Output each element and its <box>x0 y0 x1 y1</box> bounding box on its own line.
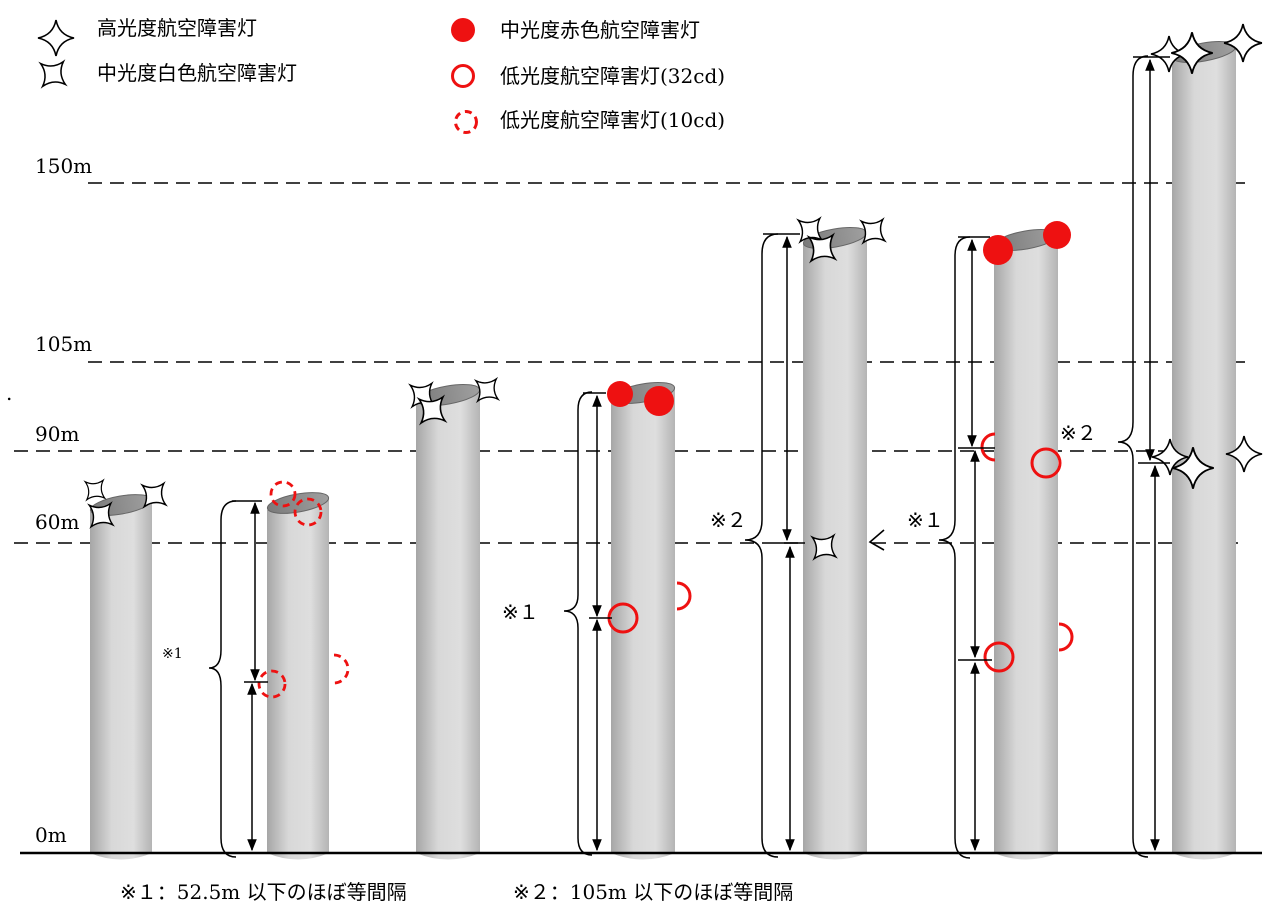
legend-low-10cd: 低光度航空障害灯(10cd) <box>500 108 725 132</box>
medium-red-light-icon <box>1043 221 1071 249</box>
low-32cd-light-icon <box>1058 622 1074 652</box>
tower-7 <box>1171 41 1237 860</box>
legend-medium-red: 中光度赤色航空障害灯 <box>500 18 700 42</box>
interval-note-1: ※１ <box>502 600 539 624</box>
medium-white-light-icon <box>29 50 77 98</box>
footnote-1: ※１：52.5m 以下のほぼ等間隔 <box>120 880 407 904</box>
medium-red-light-icon <box>451 18 475 42</box>
medium-red-light-icon <box>983 235 1013 265</box>
footnote-2: ※２：105m 以下のほぼ等間隔 <box>513 880 793 904</box>
tower-4 <box>610 382 676 860</box>
level-90m-label: 90m <box>35 422 79 446</box>
level-60m-label: 60m <box>35 510 79 534</box>
legend-low-32cd: 低光度航空障害灯(32cd) <box>500 64 725 88</box>
tower-5 <box>802 227 868 860</box>
low-32cd-light-icon <box>1030 447 1062 479</box>
low-32cd-light-icon <box>980 432 996 462</box>
stray-mark: . <box>6 381 12 405</box>
interval-note-2: ※２ <box>710 508 747 532</box>
low-10cd-light-icon <box>333 653 350 685</box>
medium-red-light-icon <box>644 386 674 416</box>
lights <box>76 23 1263 699</box>
tower-6 <box>993 229 1059 860</box>
interval-note-2: ※２ <box>1060 421 1097 445</box>
level-150m-label: 150m <box>35 154 92 178</box>
low-32cd-light-icon <box>983 641 1015 673</box>
medium-red-light-icon <box>607 381 633 407</box>
level-105m-label: 105m <box>35 332 92 356</box>
low-10cd-light-icon <box>454 110 478 134</box>
tower-3 <box>415 384 481 860</box>
legend-medium-white: 中光度白色航空障害灯 <box>97 61 297 85</box>
interval-note-1-small: ※1 <box>162 646 183 662</box>
legend: 高光度航空障害灯 中光度白色航空障害灯 中光度赤色航空障害灯 低光度航空障害灯(… <box>29 16 725 134</box>
medium-white-light-icon <box>868 529 885 551</box>
interval-note-1: ※１ <box>907 508 944 532</box>
low-10cd-light-icon <box>269 480 297 508</box>
high-intensity-light-icon <box>37 19 75 57</box>
low-32cd-light-icon <box>451 64 475 88</box>
level-0m-label: 0m <box>35 823 67 847</box>
low-10cd-light-icon <box>257 669 287 699</box>
tower-2 <box>266 492 330 860</box>
legend-high-intensity: 高光度航空障害灯 <box>97 16 257 40</box>
dimension-arrows <box>208 55 1170 859</box>
tower-1 <box>89 494 153 860</box>
low-10cd-light-icon <box>293 497 323 527</box>
low-32cd-light-icon <box>676 581 692 611</box>
